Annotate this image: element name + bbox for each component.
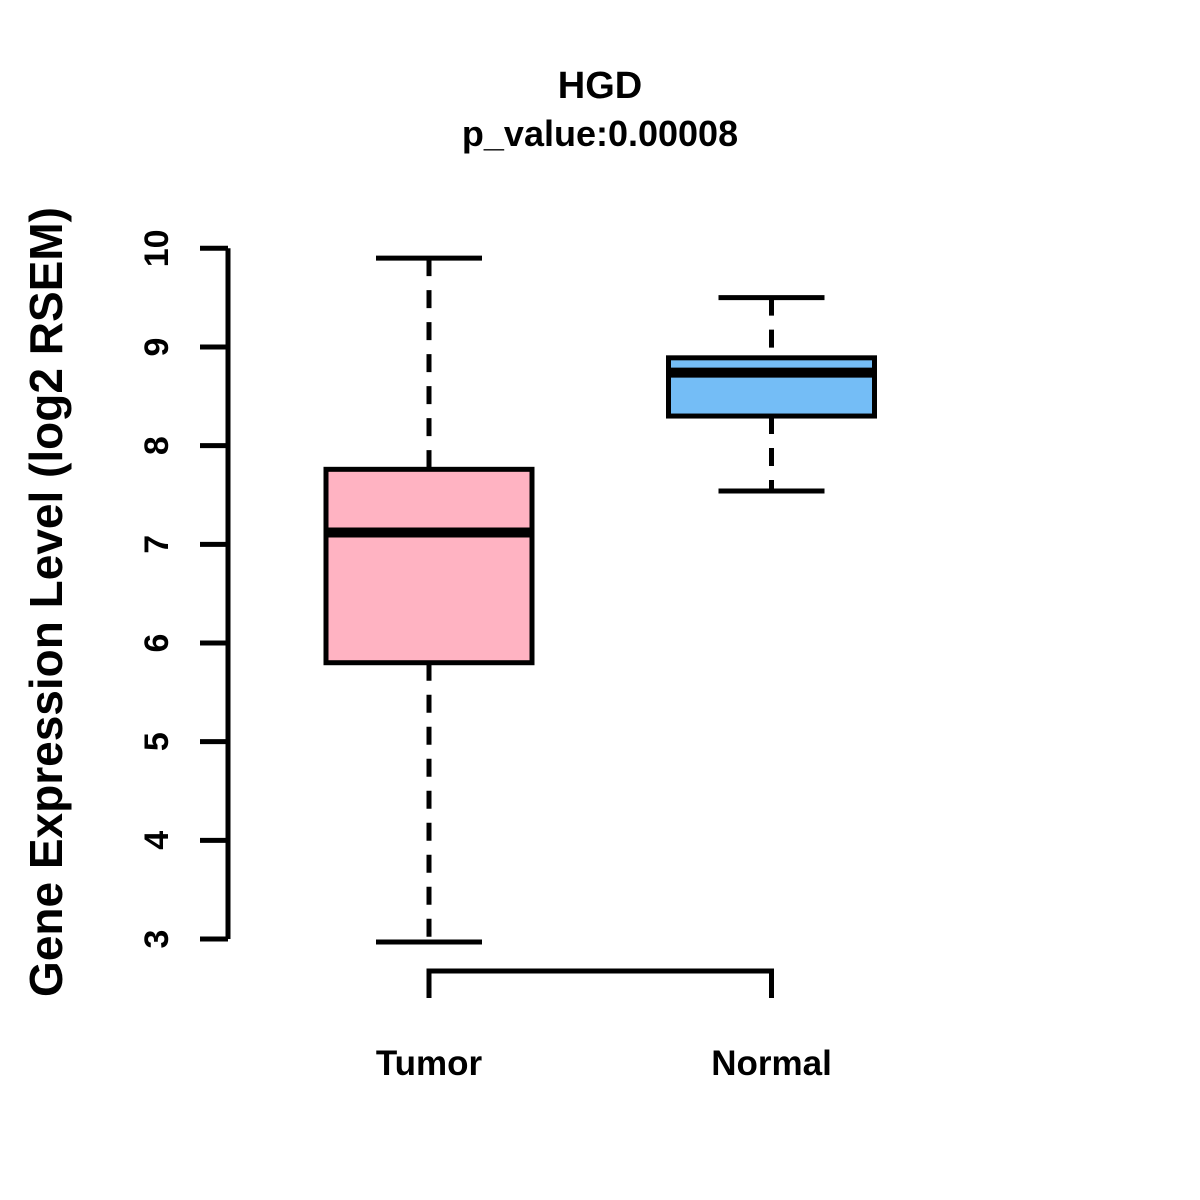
normal-box xyxy=(666,355,877,419)
y-tick-label: 7 xyxy=(138,535,176,554)
y-tick-label: 3 xyxy=(138,930,176,949)
chart-subtitle-pvalue: p_value:0.00008 xyxy=(461,113,739,154)
y-tick-label: 4 xyxy=(138,831,176,850)
x-axis-bracket xyxy=(426,968,774,998)
y-tick-label: 6 xyxy=(138,634,176,653)
y-tick-label: 10 xyxy=(138,229,176,267)
chart-title: HGD xyxy=(557,65,643,107)
y-tick-label: 8 xyxy=(138,436,176,455)
y-tick-label: 9 xyxy=(138,338,176,357)
y-tick-label: 5 xyxy=(138,732,176,751)
x-category-label-tumor: Tumor xyxy=(376,1044,483,1083)
tumor-box xyxy=(323,466,535,666)
x-category-label-normal: Normal xyxy=(711,1044,832,1083)
